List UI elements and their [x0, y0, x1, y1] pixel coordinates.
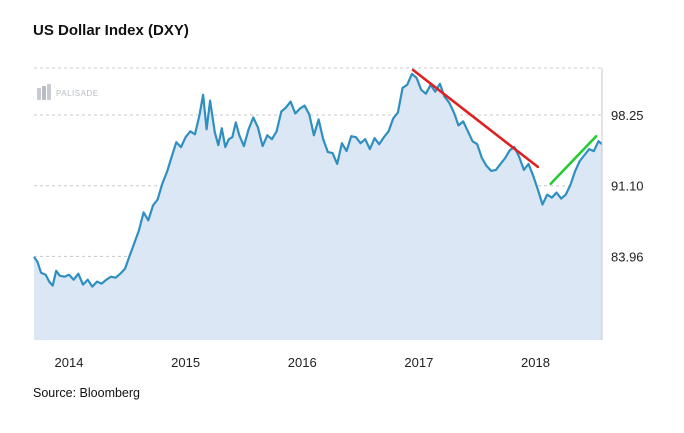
y-tick-label: 98.25: [611, 108, 644, 123]
x-tick-label: 2015: [171, 355, 200, 370]
ticks-layer: 98.25 91.10 83.96 2014 2015 2016 2017 2018: [55, 108, 644, 370]
price-line: [33, 72, 603, 288]
source-note: Source: Bloomberg: [33, 386, 141, 400]
red-trendline: [411, 68, 540, 169]
x-tick-label: 2014: [55, 355, 84, 370]
y-tick-label: 91.10: [611, 179, 644, 194]
x-tick-label: 2018: [521, 355, 550, 370]
x-tick-label: 2017: [404, 355, 433, 370]
x-tick-label: 2016: [288, 355, 317, 370]
area-fill: [34, 73, 602, 341]
palisade-logo-icon: PALISADE: [37, 84, 99, 100]
logo-text: PALISADE: [56, 89, 99, 98]
green-trendline: [549, 134, 598, 186]
page-title: US Dollar Index (DXY): [33, 22, 189, 39]
trend-layer: [411, 68, 598, 186]
y-tick-label: 83.96: [611, 249, 644, 264]
